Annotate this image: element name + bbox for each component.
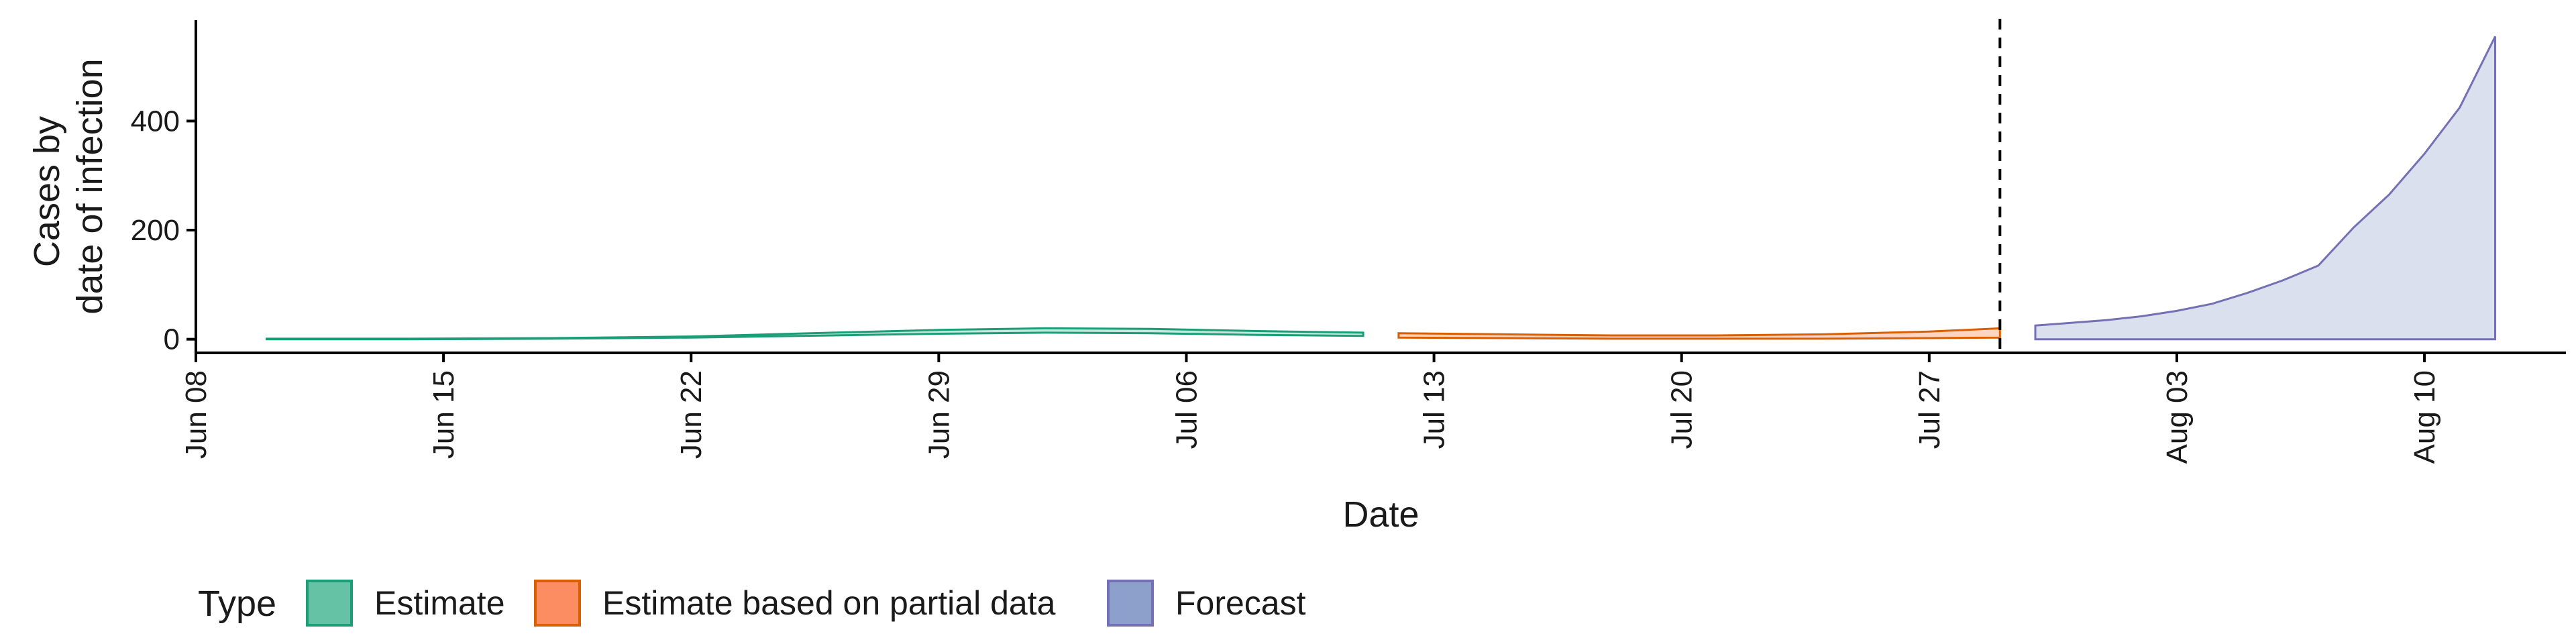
x-tick-label: Jul 27 (1913, 370, 1946, 449)
legend-key-estimate-partial (534, 580, 581, 627)
legend-key-forecast (1107, 580, 1154, 627)
x-tick-label: Aug 03 (2161, 370, 2194, 464)
x-axis-ticks: Jun 08 Jun 15 Jun 22 Jun 29 Jul 06 Jul 13 Jul … (180, 353, 2441, 464)
y-axis-title: Cases by date of infection (27, 58, 110, 314)
y-axis-title-line-2: date of infection (70, 58, 110, 314)
band-forecast (2034, 36, 2496, 341)
x-tick-label: Jun 22 (675, 370, 708, 459)
x-tick-label: Jul 20 (1666, 370, 1699, 449)
band-estimate-partial (1397, 327, 2001, 340)
series-bands (266, 36, 2496, 341)
legend-label-forecast: Forecast (1175, 584, 1306, 622)
legend-title: Type (198, 584, 276, 624)
x-tick-label: Jun 29 (922, 370, 955, 459)
x-axis-title: Date (1342, 494, 1419, 535)
legend-items: Estimate Estimate based on partial data Fo… (306, 580, 1306, 627)
x-tick-label: Jun 15 (427, 370, 460, 459)
x-tick-label: Jun 08 (180, 370, 213, 459)
legend-label-estimate: Estimate (374, 584, 505, 622)
y-axis-ticks: 0 200 400 (131, 105, 196, 356)
y-tick-label: 0 (164, 323, 180, 356)
x-tick-label: Aug 10 (2408, 370, 2441, 464)
legend-key-estimate (306, 580, 353, 627)
legend-label-estimate-partial: Estimate based on partial data (602, 584, 1056, 622)
y-tick-label: 400 (131, 105, 180, 138)
band-estimate (266, 327, 1364, 341)
x-tick-label: Jul 13 (1418, 370, 1451, 449)
legend: Type Estimate Estimate based on partial d… (198, 580, 1306, 627)
x-tick-label: Jul 06 (1171, 370, 1203, 449)
y-axis-title-line-1: Cases by (27, 116, 67, 267)
y-tick-label: 200 (131, 214, 180, 247)
